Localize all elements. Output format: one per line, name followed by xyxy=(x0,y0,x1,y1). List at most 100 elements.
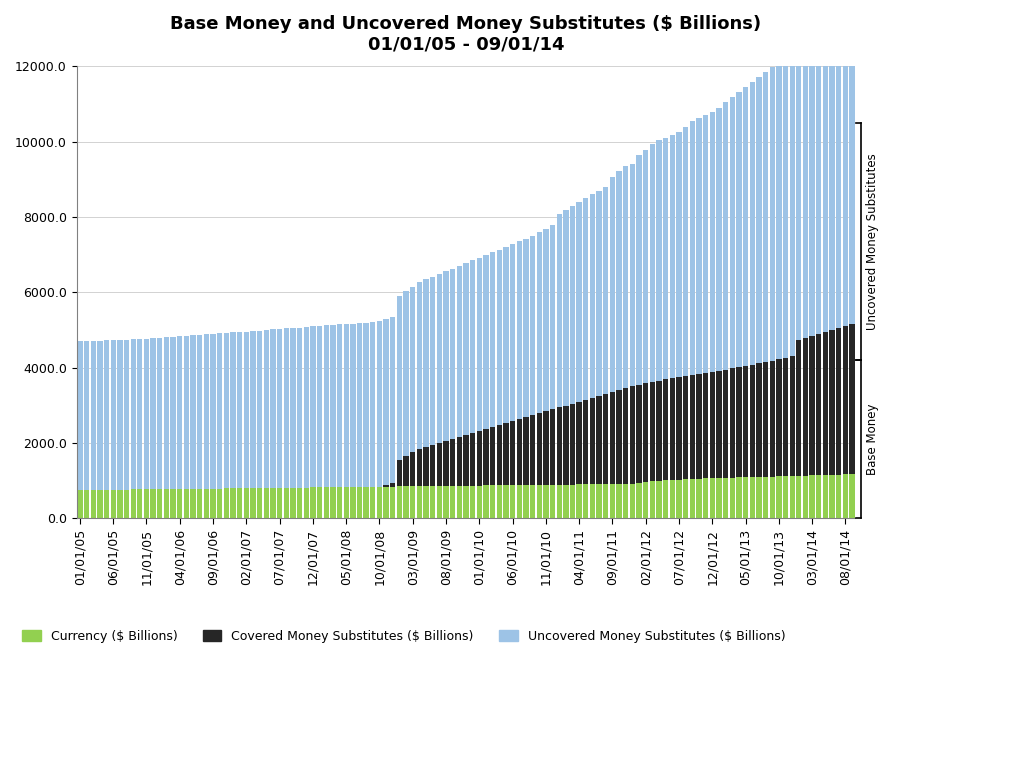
Bar xyxy=(250,488,256,519)
Bar xyxy=(324,487,329,519)
Bar xyxy=(117,340,123,490)
Bar xyxy=(790,356,795,476)
Bar xyxy=(263,488,269,519)
Bar xyxy=(742,477,749,519)
Bar xyxy=(636,155,642,385)
Bar xyxy=(111,340,116,490)
Bar xyxy=(436,486,442,519)
Bar xyxy=(723,369,728,478)
Bar xyxy=(577,402,582,484)
Bar xyxy=(689,375,695,479)
Bar xyxy=(769,360,775,477)
Bar xyxy=(523,417,528,485)
Bar xyxy=(736,367,741,477)
Bar xyxy=(850,0,855,324)
Bar xyxy=(663,379,669,480)
Bar xyxy=(489,427,496,486)
Bar xyxy=(596,190,602,396)
Bar xyxy=(117,490,123,519)
Bar xyxy=(776,360,781,477)
Bar xyxy=(723,478,728,519)
Bar xyxy=(84,341,89,490)
Bar xyxy=(756,477,762,519)
Bar xyxy=(809,475,815,519)
Bar xyxy=(497,249,502,425)
Bar xyxy=(223,333,229,488)
Bar xyxy=(556,408,562,485)
Bar xyxy=(630,483,635,519)
Bar xyxy=(556,213,562,408)
Bar xyxy=(217,489,222,519)
Bar xyxy=(556,485,562,519)
Bar xyxy=(742,87,749,366)
Bar xyxy=(364,323,369,487)
Bar xyxy=(663,138,669,379)
Bar xyxy=(776,62,781,360)
Bar xyxy=(616,390,622,484)
Bar xyxy=(450,439,456,486)
Bar xyxy=(590,194,595,398)
Bar xyxy=(670,480,675,519)
Bar xyxy=(583,399,589,484)
Bar xyxy=(436,274,442,443)
Bar xyxy=(803,476,808,519)
Bar xyxy=(403,487,409,519)
Bar xyxy=(383,487,389,519)
Bar xyxy=(364,487,369,519)
Bar xyxy=(756,363,762,477)
Bar xyxy=(244,331,249,488)
Bar xyxy=(497,485,502,519)
Bar xyxy=(630,386,635,483)
Bar xyxy=(829,2,835,330)
Bar xyxy=(716,478,722,519)
Bar xyxy=(390,317,395,483)
Bar xyxy=(476,258,482,431)
Bar xyxy=(623,388,629,484)
Bar xyxy=(596,484,602,519)
Bar xyxy=(270,488,275,519)
Bar xyxy=(263,330,269,488)
Bar xyxy=(237,488,243,519)
Bar xyxy=(124,340,129,490)
Bar xyxy=(563,484,568,519)
Bar xyxy=(510,422,515,485)
Bar xyxy=(396,460,402,487)
Bar xyxy=(463,486,469,519)
Bar xyxy=(583,198,589,399)
Bar xyxy=(483,486,488,519)
Bar xyxy=(417,448,422,487)
Bar xyxy=(750,477,755,519)
Bar xyxy=(157,489,163,519)
Bar xyxy=(696,374,701,479)
Bar xyxy=(537,485,542,519)
Bar xyxy=(843,474,848,519)
Bar xyxy=(436,443,442,486)
Bar xyxy=(636,385,642,483)
Bar xyxy=(843,326,848,474)
Legend: Currency ($ Billions), Covered Money Substitutes ($ Billions), Uncovered Money S: Currency ($ Billions), Covered Money Sub… xyxy=(17,625,791,648)
Bar xyxy=(577,202,582,402)
Bar xyxy=(716,371,722,478)
Bar xyxy=(503,423,509,485)
Bar xyxy=(337,487,342,519)
Bar xyxy=(529,485,536,519)
Bar xyxy=(497,425,502,485)
Bar xyxy=(410,287,416,452)
Bar xyxy=(636,483,642,519)
Bar xyxy=(736,477,741,519)
Bar xyxy=(483,255,488,429)
Bar xyxy=(457,266,462,437)
Bar xyxy=(137,339,142,490)
Bar xyxy=(816,12,821,334)
Bar xyxy=(396,487,402,519)
Bar xyxy=(742,366,749,477)
Bar xyxy=(290,328,296,487)
Bar xyxy=(756,77,762,363)
Bar xyxy=(790,476,795,519)
Bar xyxy=(396,296,402,460)
Bar xyxy=(183,336,189,489)
Bar xyxy=(696,479,701,519)
Bar xyxy=(330,325,336,487)
Bar xyxy=(103,340,110,490)
Bar xyxy=(403,456,409,487)
